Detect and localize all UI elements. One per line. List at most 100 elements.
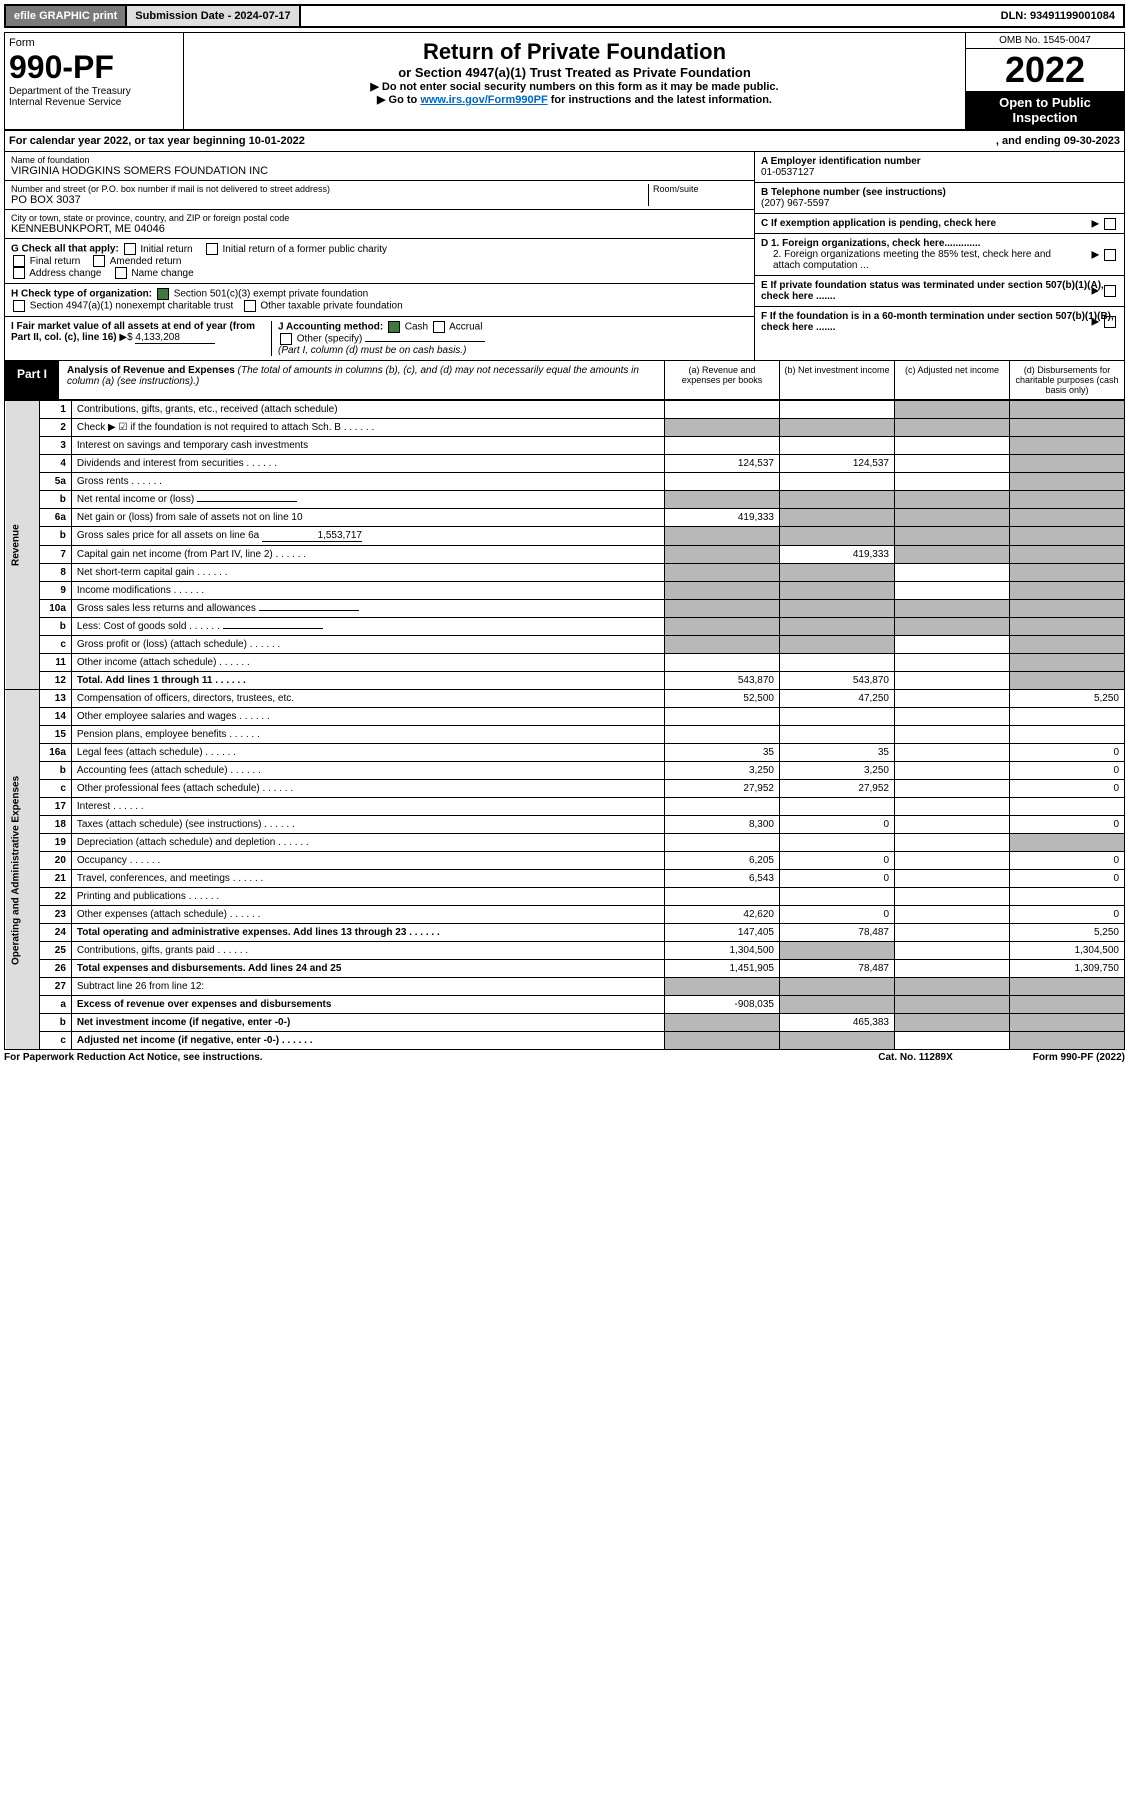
line-amt-e: 1,309,750 — [1010, 960, 1125, 978]
room-label: Room/suite — [653, 184, 748, 194]
g-opt-5-checkbox[interactable] — [115, 267, 127, 279]
g-opt-2-checkbox[interactable] — [13, 255, 25, 267]
line-amt-c — [895, 906, 1010, 924]
line-amt-b — [780, 618, 895, 636]
line-row: 24Total operating and administrative exp… — [5, 924, 1125, 942]
line-amt-e — [1010, 473, 1125, 491]
line-amt-e — [1010, 672, 1125, 690]
line-amt-a — [665, 437, 780, 455]
line-row: 18Taxes (attach schedule) (see instructi… — [5, 816, 1125, 834]
f-checkbox[interactable] — [1104, 316, 1116, 328]
line-row: 15Pension plans, employee benefits . . .… — [5, 726, 1125, 744]
expenses-section-label: Operating and Administrative Expenses — [5, 690, 40, 1050]
line-amt-c — [895, 527, 1010, 546]
h2-checkbox[interactable] — [13, 300, 25, 312]
address: PO BOX 3037 — [11, 194, 648, 206]
line-row: Revenue1Contributions, gifts, grants, et… — [5, 401, 1125, 419]
j-acc: Accrual — [449, 322, 482, 333]
form-word: Form — [9, 37, 179, 49]
line-number: 20 — [39, 852, 71, 870]
col-header: (a) Revenue and expenses per books — [664, 361, 779, 399]
line-amt-e: 0 — [1010, 780, 1125, 798]
line-amt-c — [895, 978, 1010, 996]
line-row: 12Total. Add lines 1 through 11 . . . . … — [5, 672, 1125, 690]
line-amt-a: 543,870 — [665, 672, 780, 690]
line-amt-b: 35 — [780, 744, 895, 762]
f-label: F If the foundation is in a 60-month ter… — [761, 311, 1114, 333]
line-number: 12 — [39, 672, 71, 690]
line-desc: Less: Cost of goods sold . . . . . . — [71, 618, 664, 636]
line-desc: Adjusted net income (if negative, enter … — [71, 1032, 664, 1050]
g-opt-4-checkbox[interactable] — [13, 267, 25, 279]
line-amt-c — [895, 654, 1010, 672]
h-checks: H Check type of organization: Section 50… — [5, 284, 754, 317]
g-opt-1-checkbox[interactable] — [206, 243, 218, 255]
phone-label: B Telephone number (see instructions) — [761, 187, 946, 198]
h3-checkbox[interactable] — [244, 300, 256, 312]
line-amt-c — [895, 618, 1010, 636]
line-number: 27 — [39, 978, 71, 996]
line-row: 27Subtract line 26 from line 12: — [5, 978, 1125, 996]
line-amt-b — [780, 978, 895, 996]
line-number: 7 — [39, 546, 71, 564]
irs: Internal Revenue Service — [9, 97, 179, 108]
line-number: b — [39, 618, 71, 636]
city-label: City or town, state or province, country… — [11, 213, 748, 223]
line-amt-a — [665, 708, 780, 726]
j-cash-checkbox[interactable] — [388, 321, 400, 333]
footer-left: For Paperwork Reduction Act Notice, see … — [4, 1052, 263, 1063]
line-amt-e — [1010, 618, 1125, 636]
line-amt-b — [780, 491, 895, 509]
line-amt-a: 42,620 — [665, 906, 780, 924]
line-desc: Subtract line 26 from line 12: — [71, 978, 664, 996]
efile-btn[interactable]: efile GRAPHIC print — [6, 6, 127, 26]
j-acc-checkbox[interactable] — [433, 321, 445, 333]
j-other-checkbox[interactable] — [280, 333, 292, 345]
line-number: 21 — [39, 870, 71, 888]
line-number: 23 — [39, 906, 71, 924]
line-number: c — [39, 636, 71, 654]
line-amt-e — [1010, 1032, 1125, 1050]
line-amt-e — [1010, 654, 1125, 672]
line-desc: Pension plans, employee benefits . . . .… — [71, 726, 664, 744]
line-amt-c — [895, 816, 1010, 834]
line-amt-e: 0 — [1010, 870, 1125, 888]
e-checkbox[interactable] — [1104, 285, 1116, 297]
line-amt-b — [780, 419, 895, 437]
h1-checkbox[interactable] — [157, 288, 169, 300]
j-other: Other (specify) — [297, 334, 363, 345]
line-number: 3 — [39, 437, 71, 455]
line-desc: Gross rents . . . . . . — [71, 473, 664, 491]
line-desc: Total operating and administrative expen… — [71, 924, 664, 942]
col-header: (b) Net investment income — [779, 361, 894, 399]
line-desc: Interest . . . . . . — [71, 798, 664, 816]
foundation-name: VIRGINIA HODGKINS SOMERS FOUNDATION INC — [11, 165, 748, 177]
line-amt-c — [895, 419, 1010, 437]
line-number: 16a — [39, 744, 71, 762]
g-opt-0-checkbox[interactable] — [124, 243, 136, 255]
line-amt-c — [895, 437, 1010, 455]
line-amt-c — [895, 888, 1010, 906]
line-desc: Legal fees (attach schedule) . . . . . . — [71, 744, 664, 762]
revenue-section-label: Revenue — [5, 401, 40, 690]
line-amt-e: 0 — [1010, 816, 1125, 834]
line-number: b — [39, 1014, 71, 1032]
g-opt-3-checkbox[interactable] — [93, 255, 105, 267]
col-header: (d) Disbursements for charitable purpose… — [1009, 361, 1124, 399]
line-amt-b: 0 — [780, 852, 895, 870]
d2-checkbox[interactable] — [1104, 249, 1116, 261]
open-public: Open to Public Inspection — [966, 91, 1124, 129]
line-number: 19 — [39, 834, 71, 852]
line-amt-a — [665, 834, 780, 852]
line-number: 5a — [39, 473, 71, 491]
line-row: 9Income modifications . . . . . . — [5, 582, 1125, 600]
line-amt-a — [665, 978, 780, 996]
irs-link[interactable]: www.irs.gov/Form990PF — [420, 94, 547, 106]
line-row: cGross profit or (loss) (attach schedule… — [5, 636, 1125, 654]
line-amt-a: 27,952 — [665, 780, 780, 798]
line-desc: Gross sales price for all assets on line… — [71, 527, 664, 546]
c-checkbox[interactable] — [1104, 218, 1116, 230]
note2-post: for instructions and the latest informat… — [548, 94, 772, 106]
h3-text: Other taxable private foundation — [260, 301, 402, 312]
line-amt-e — [1010, 636, 1125, 654]
